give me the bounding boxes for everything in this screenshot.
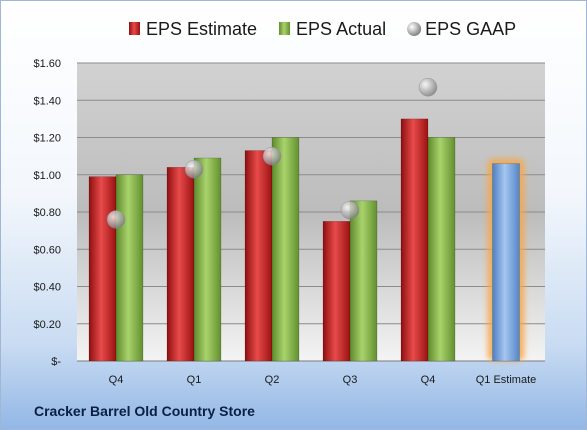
y-axis-ticks: $- $0.20 $0.40 $0.60 $0.80 $1.00 $1.20 $1.40 $1.… bbox=[33, 58, 61, 368]
y-tick-label: $1.00 bbox=[33, 170, 61, 182]
gridlines bbox=[77, 62, 545, 362]
y-tick-label: $1.20 bbox=[33, 133, 61, 145]
eps-estimate-bar bbox=[166, 167, 195, 362]
chart-legend: EPS Estimate EPS Actual EPS GAAP bbox=[129, 19, 516, 39]
legend-item: EPS Actual bbox=[279, 19, 386, 39]
x-axis-ticks: Q4 Q1 Q2 Q3 Q4 Q1 Estimate bbox=[109, 374, 537, 386]
y-tick-label: $0.20 bbox=[33, 319, 61, 331]
eps-estimate-bar bbox=[400, 118, 429, 362]
y-tick-label: $- bbox=[51, 356, 61, 368]
gaap-markers bbox=[106, 77, 438, 229]
legend-swatch bbox=[407, 22, 422, 36]
y-tick-label: $0.60 bbox=[33, 244, 61, 256]
legend-swatch bbox=[129, 22, 140, 35]
eps-actual-bar bbox=[349, 200, 378, 362]
x-tick-label: Q1 bbox=[187, 374, 202, 386]
y-tick-label: $1.40 bbox=[33, 95, 61, 107]
eps-gaap-marker bbox=[262, 146, 282, 166]
legend-label: EPS GAAP bbox=[425, 19, 516, 39]
eps-estimate-bar bbox=[88, 176, 117, 362]
x-tick-label: Q2 bbox=[265, 374, 280, 386]
q1-estimate-bar bbox=[492, 163, 520, 362]
eps-gaap-marker bbox=[106, 210, 126, 229]
bars-layer bbox=[88, 118, 525, 362]
x-tick-label: Q4 bbox=[109, 374, 124, 386]
eps-gaap-marker bbox=[418, 77, 438, 97]
eps-actual-bar bbox=[271, 137, 300, 362]
x-tick-label: Q4 bbox=[421, 374, 436, 386]
eps-estimate-bar bbox=[322, 221, 351, 362]
eps-actual-bar bbox=[115, 174, 144, 362]
eps-gaap-marker bbox=[184, 159, 204, 179]
eps-actual-bar bbox=[193, 157, 222, 362]
legend-label: EPS Actual bbox=[296, 19, 386, 39]
legend-item: EPS GAAP bbox=[407, 19, 516, 39]
x-tick-label: Q1 Estimate bbox=[476, 374, 537, 386]
legend-item: EPS Estimate bbox=[129, 19, 257, 39]
legend-swatch bbox=[279, 22, 291, 35]
company-name: Cracker Barrel Old Country Store bbox=[34, 403, 255, 419]
eps-actual-bar bbox=[427, 137, 456, 362]
x-tick-label: Q3 bbox=[343, 374, 358, 386]
legend-label: EPS Estimate bbox=[146, 19, 257, 39]
eps-gaap-marker bbox=[340, 200, 360, 220]
eps-estimate-bar bbox=[244, 150, 273, 362]
y-tick-label: $0.80 bbox=[33, 207, 61, 219]
y-tick-label: $1.60 bbox=[33, 58, 61, 70]
y-tick-label: $0.40 bbox=[33, 282, 61, 294]
